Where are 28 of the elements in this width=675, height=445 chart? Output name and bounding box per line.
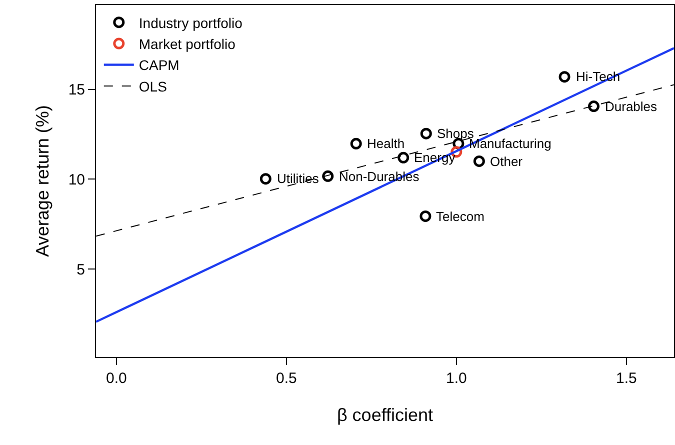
y-tick-label: 5 (76, 261, 85, 278)
annotation: Durables (605, 99, 658, 114)
legend-label: Industry portfolio (138, 14, 243, 31)
point (350, 138, 362, 150)
annotation: Other (490, 154, 524, 169)
legend-label: CAPM (138, 57, 180, 74)
point (420, 128, 432, 140)
y-tick-label: 10 (68, 171, 85, 188)
point (473, 155, 485, 167)
x-tick-label: 1.0 (446, 370, 467, 387)
annotation: Utilities (277, 171, 320, 186)
point (558, 71, 570, 83)
y-axis-title: Average return (%) (32, 105, 53, 257)
x-axis-title: β coefficient (336, 405, 434, 426)
legend-label: OLS (138, 78, 167, 94)
x-tick-label: 0.0 (106, 370, 127, 387)
annotation: Health (367, 136, 405, 151)
point (420, 210, 432, 222)
legend-label: Market portfolio (138, 36, 236, 52)
point (260, 173, 272, 185)
annotation: Shops (437, 126, 474, 141)
point (588, 100, 600, 112)
annotation: Telecom (436, 209, 484, 224)
y-tick-label: 15 (68, 82, 85, 99)
x-tick-label: 1.5 (616, 370, 637, 387)
point (322, 170, 334, 182)
x-tick-label: 0.5 (276, 370, 297, 387)
point (398, 152, 410, 164)
